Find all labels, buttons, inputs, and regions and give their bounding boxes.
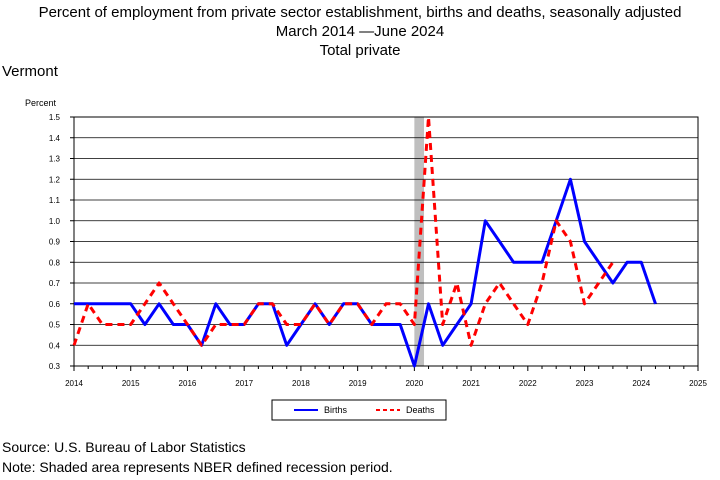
chart-subtitle: Total private (319, 42, 401, 59)
x-tick-label: 2022 (519, 379, 537, 388)
area-label: Vermont (2, 63, 58, 80)
y-tick-label: 1.2 (49, 175, 61, 184)
series-line-births (74, 177, 657, 368)
x-tick-label: 2025 (689, 379, 707, 388)
chart-date-range: March 2014 —June 2024 (275, 23, 445, 40)
y-axis-label: Percent (25, 98, 57, 108)
y-tick-label: 0.5 (49, 321, 61, 330)
x-tick-label: 2017 (235, 379, 253, 388)
y-tick-label: 0.9 (49, 238, 61, 247)
tick-layer: 0.3 0.4 0.5 0.6 0.7 0.8 0.9 1.0 1.1 1.2 1.3 1.4 1.5 2… (49, 113, 708, 388)
y-tick-label: 1.0 (49, 217, 61, 226)
y-tick-label: 1.4 (49, 134, 61, 143)
x-tick-label: 2014 (65, 379, 83, 388)
x-tick-label: 2018 (292, 379, 310, 388)
series-line-deaths (72, 115, 615, 347)
legend-box (271, 399, 447, 421)
legend: Births Deaths (271, 399, 447, 421)
x-tick-label: 2019 (349, 379, 367, 388)
series-layer (72, 115, 657, 368)
x-tick-label: 2016 (179, 379, 197, 388)
y-tick-label: 1.5 (49, 113, 61, 122)
grid-layer (74, 116, 698, 367)
y-tick-label: 1.1 (49, 196, 61, 205)
y-tick-label: 0.4 (49, 341, 61, 350)
legend-label-deaths: Deaths (406, 405, 435, 415)
y-tick-label: 1.3 (49, 155, 61, 164)
y-tick-label: 0.6 (49, 300, 61, 309)
x-tick-label: 2024 (632, 379, 650, 388)
x-tick-label: 2023 (576, 379, 594, 388)
y-tick-label: 0.7 (49, 279, 61, 288)
x-tick-label: 2020 (405, 379, 423, 388)
x-tick-label: 2015 (122, 379, 140, 388)
recession-note: Note: Shaded area represents NBER define… (2, 459, 393, 475)
legend-label-births: Births (324, 405, 348, 415)
x-tick-label: 2021 (462, 379, 480, 388)
chart-title: Percent of employment from private secto… (38, 4, 682, 21)
y-tick-label: 0.8 (49, 258, 61, 267)
source-note: Source: U.S. Bureau of Labor Statistics (2, 439, 246, 455)
y-tick-label: 0.3 (49, 362, 61, 371)
